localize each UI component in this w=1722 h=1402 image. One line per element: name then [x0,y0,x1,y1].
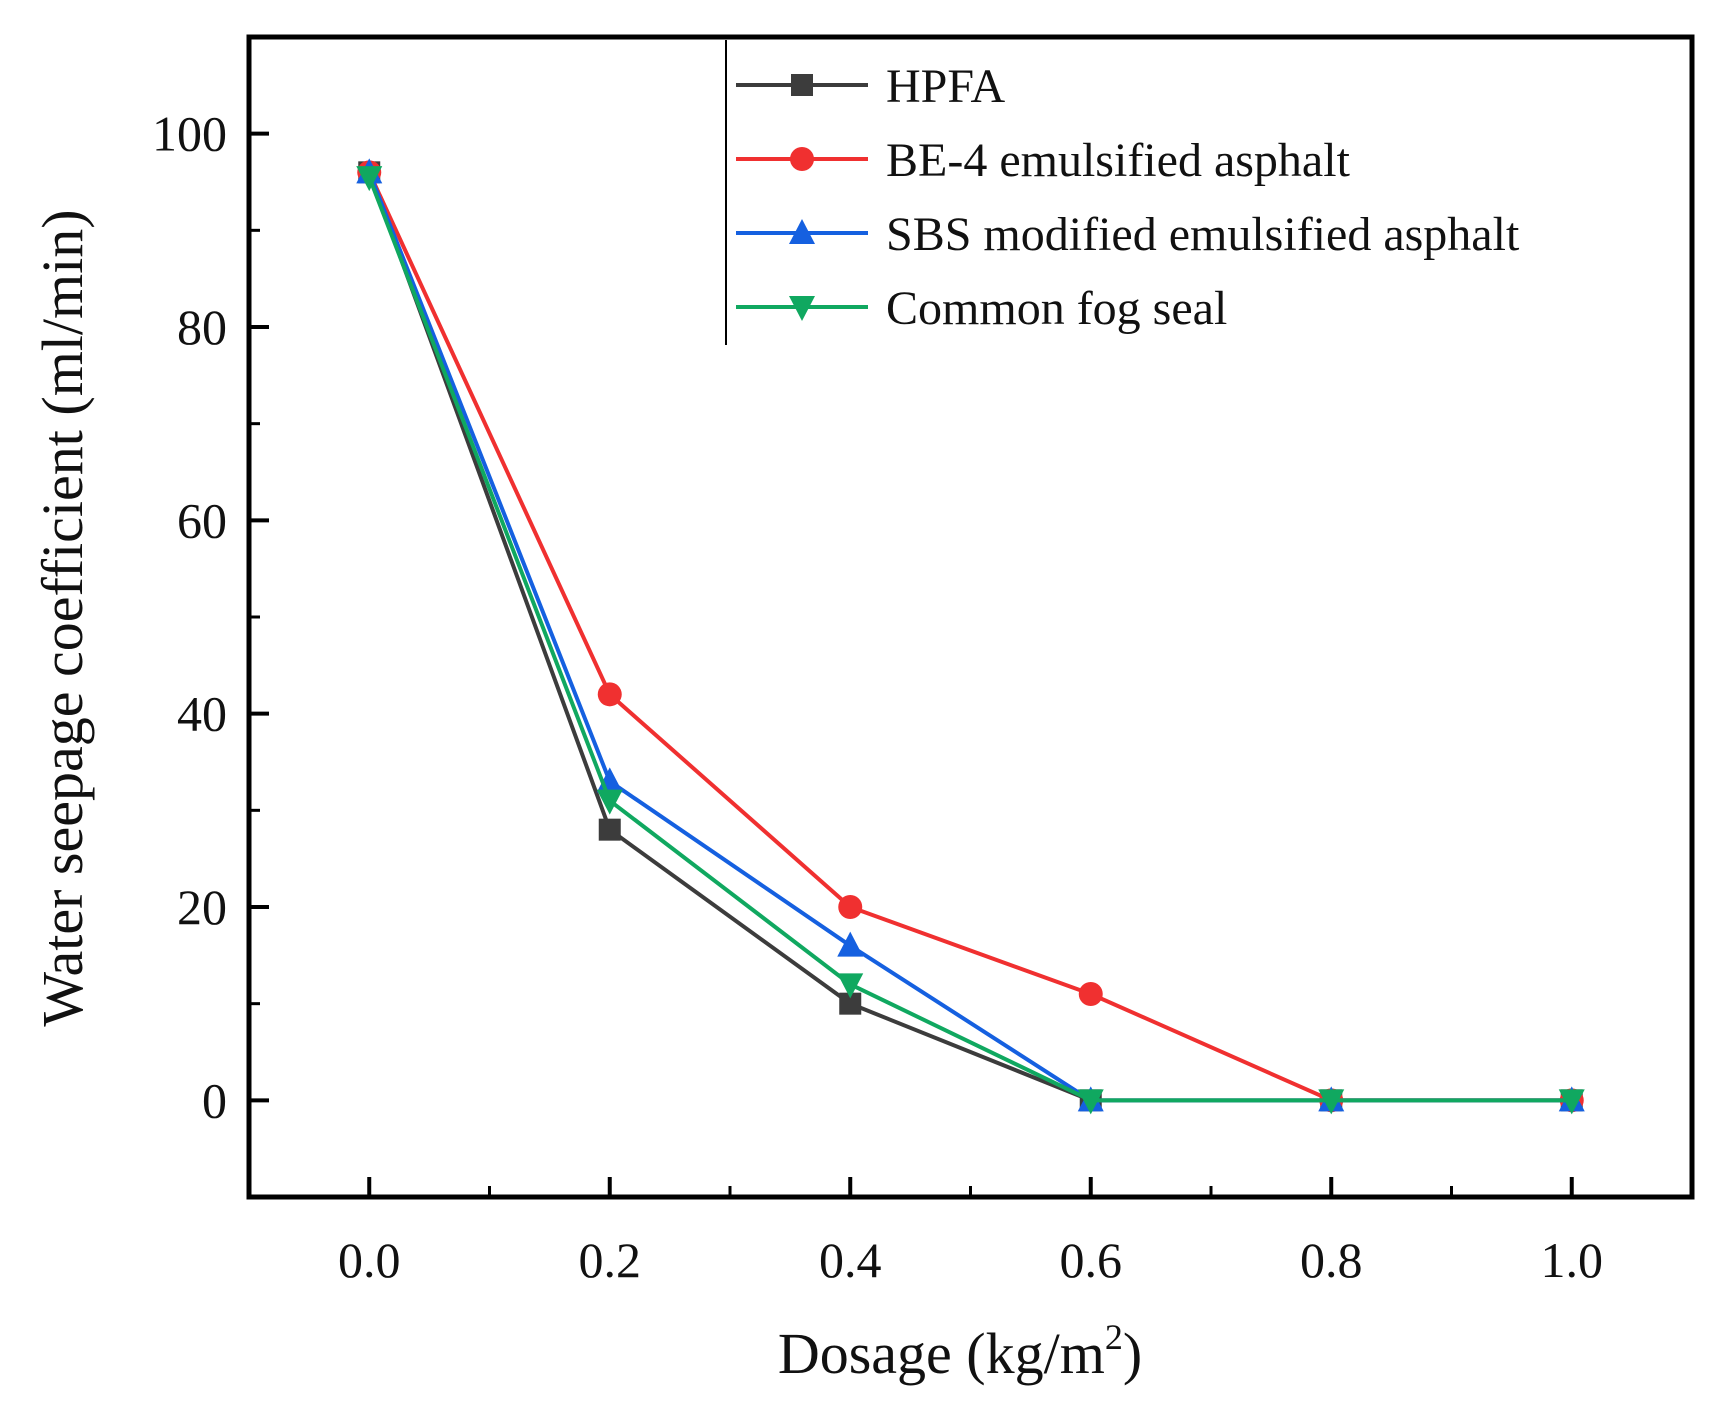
data-point [1077,1089,1104,1115]
y-axis-title: Water seepage coefficient (ml/min) [30,209,95,1026]
legend-item: Common fog seal [736,282,1227,335]
x-tick-label: 0.4 [819,1232,882,1288]
data-point [839,992,862,1015]
x-axis-title-superscript: 2 [1105,1317,1123,1357]
legend-marker [791,74,813,96]
legend-label: BE-4 emulsified asphalt [886,134,1351,187]
y-tick-label: 80 [177,299,227,355]
legend-marker [789,296,815,321]
y-tick-label: 0 [202,1072,227,1128]
x-tick-label: 0.8 [1300,1232,1363,1288]
data-point [1078,982,1103,1006]
legend-label: SBS modified emulsified asphalt [886,208,1520,261]
y-tick-label: 20 [177,879,227,935]
legend-marker [789,219,815,244]
x-axis-title: Dosage (kg/m2) [778,1317,1142,1386]
x-axis-title-end: ) [1123,1321,1142,1386]
data-point [356,166,383,192]
legend-item: HPFA [736,60,1005,113]
axis-ticks: 0.0 0.2 0.4 0.6 0.8 1.0 0 20 40 60 80 100 [152,106,1603,1288]
x-tick-label: 0.0 [338,1232,401,1288]
data-point [597,682,622,707]
data-point [837,973,864,999]
legend: HPFA BE-4 emulsified asphalt SBS modified … [736,60,1520,335]
y-tick-label: 60 [177,492,227,548]
series-line [367,176,1572,1103]
data-point [1558,1089,1585,1115]
y-tick-label: 100 [152,106,227,162]
series-4 [356,166,1585,1115]
data-point [838,895,863,919]
x-tick-label: 0.2 [579,1232,642,1288]
legend-label: HPFA [886,60,1005,113]
legend-marker [790,147,814,171]
x-axis-title-main: Dosage (kg/m [778,1321,1105,1386]
y-tick-label: 40 [177,686,227,742]
x-tick-label: 0.6 [1060,1232,1123,1288]
data-point [596,789,623,815]
legend-label: Common fog seal [886,282,1227,335]
data-point [1318,1089,1345,1115]
x-tick-label: 1.0 [1541,1232,1604,1288]
legend-item: SBS modified emulsified asphalt [736,208,1520,261]
legend-item: BE-4 emulsified asphalt [736,134,1351,187]
data-point [598,818,621,841]
series-layer [356,158,1585,1115]
data-point [837,931,864,957]
